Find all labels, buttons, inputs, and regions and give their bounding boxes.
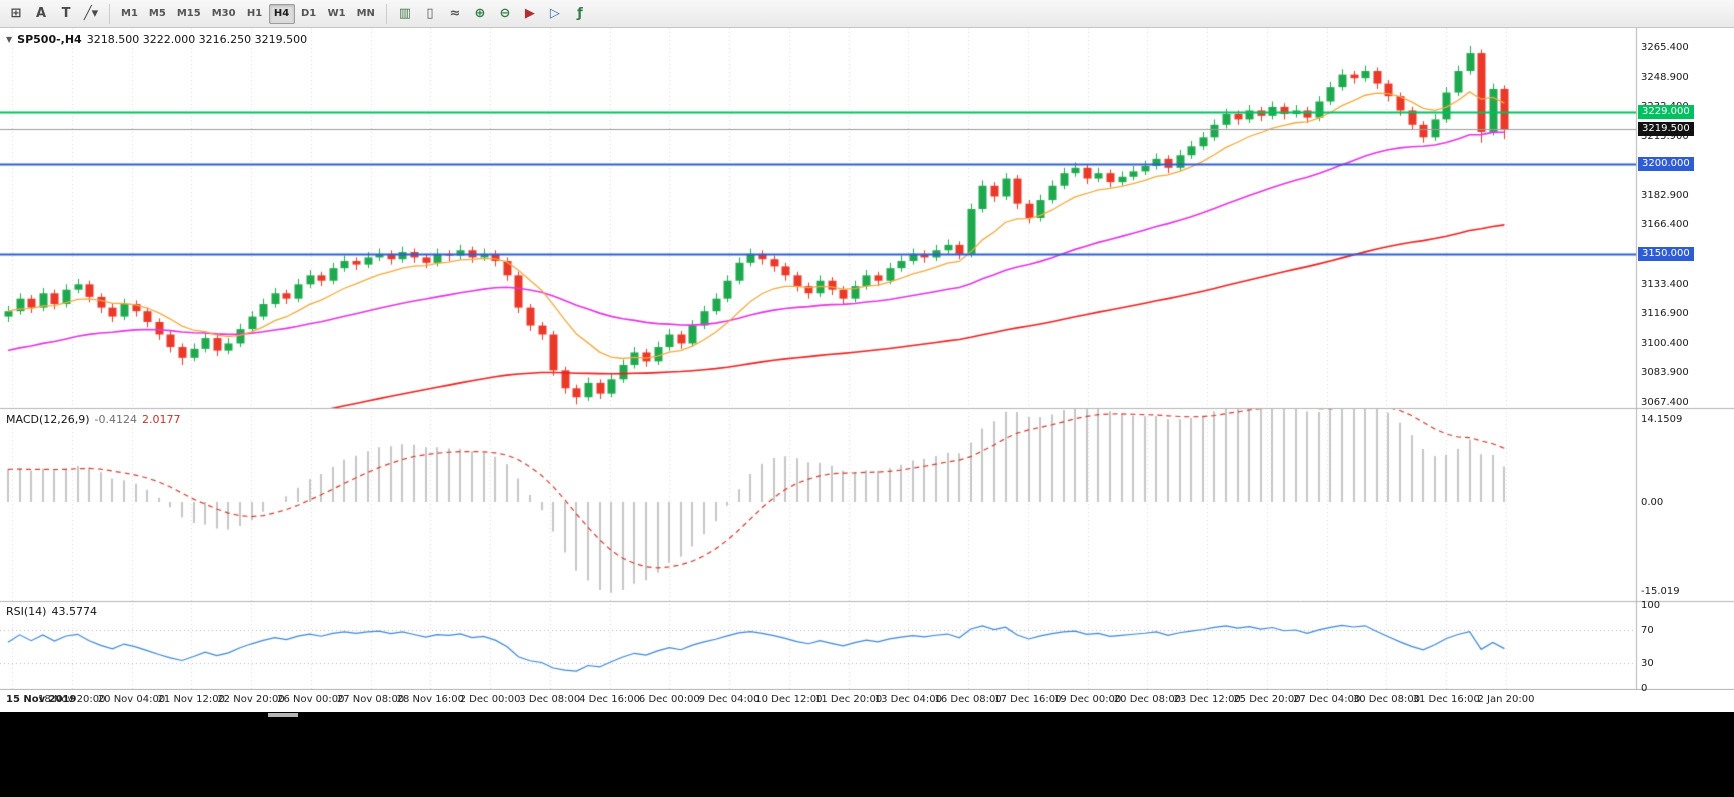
text-tool-icon[interactable]: T [61,6,71,21]
timeframe-button-d1[interactable]: D1 [300,8,317,19]
zoom-in-icon[interactable]: ⊕ [474,6,486,21]
chart-shift-icon[interactable]: ▷ [549,6,560,21]
toolbar-separator [385,3,387,24]
toolbar-separator [109,3,110,24]
bar-chart-mode-icon[interactable]: ▥ [398,6,412,21]
candlestick-mode-icon[interactable]: ▯ [426,6,434,21]
pane-divider-rsi[interactable] [0,599,1734,604]
indicators-icon[interactable]: ƒ [577,6,583,21]
toolbar-left-group: ⊞ A T ╱▾ [4,3,103,25]
line-chart-mode-icon[interactable]: ≈ [449,6,461,21]
timeframe-button-m5[interactable]: M5 [148,8,166,19]
toolbar-right-group: ▥ ▯ ≈ ⊕ ⊖ ▶ ▷ ƒ [393,3,592,25]
pane-divider-macd[interactable] [0,406,1734,411]
timeframe-button-m30[interactable]: M30 [211,8,236,19]
cursor-tool-icon[interactable]: A [35,6,47,21]
zoom-out-icon[interactable]: ⊖ [499,6,511,21]
desktop-background [0,712,1734,797]
timeframe-button-m1[interactable]: M1 [121,8,138,19]
market-watch-icon[interactable]: ⊞ [10,6,22,21]
chart-canvas[interactable] [0,28,1734,690]
timeframe-group: M1 M5 M15 M30 H1 H4 D1 W1 MN [116,3,380,24]
draw-tools-icon[interactable]: ╱▾ [83,6,99,21]
one-click-trading-toggle[interactable]: ▼ [6,35,13,44]
timeframe-button-h1[interactable]: H1 [246,8,263,19]
auto-scroll-icon[interactable]: ▶ [524,6,535,21]
timeframe-button-w1[interactable]: W1 [327,8,346,19]
timeframe-button-h4[interactable]: H4 [268,3,295,24]
timeframe-button-m15[interactable]: M15 [176,8,201,19]
h-scrollbar-thumb[interactable] [268,713,298,717]
toolbar: ⊞ A T ╱▾ M1 M5 M15 M30 H1 H4 D1 W1 MN ▥ ▯ ≈ ⊕ ⊖ ▶ ▷ ƒ [0,0,1734,28]
timeframe-button-mn[interactable]: MN [356,8,375,19]
time-axis [0,690,1734,712]
